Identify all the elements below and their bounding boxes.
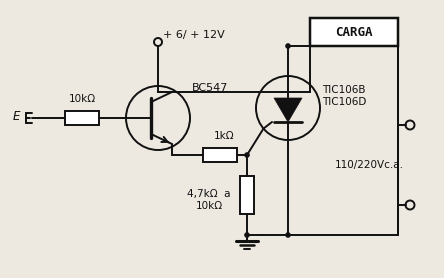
Circle shape bbox=[244, 152, 250, 158]
Text: 10kΩ: 10kΩ bbox=[68, 94, 95, 104]
Text: TIC106B
TIC106D: TIC106B TIC106D bbox=[322, 85, 366, 107]
Circle shape bbox=[285, 232, 291, 238]
Text: CARGA: CARGA bbox=[335, 26, 373, 38]
Text: 110/220Vc.a.: 110/220Vc.a. bbox=[335, 160, 404, 170]
Bar bbox=[310, 18, 398, 46]
Circle shape bbox=[285, 43, 291, 49]
Circle shape bbox=[405, 200, 415, 210]
Text: 4,7kΩ  a
10kΩ: 4,7kΩ a 10kΩ bbox=[187, 189, 231, 211]
Bar bbox=[240, 176, 254, 214]
Text: E: E bbox=[12, 110, 20, 123]
Text: BC547: BC547 bbox=[192, 83, 228, 93]
Bar bbox=[203, 148, 237, 162]
Text: + 6/ + 12V: + 6/ + 12V bbox=[163, 30, 225, 40]
Text: 1kΩ: 1kΩ bbox=[214, 131, 234, 141]
Circle shape bbox=[154, 38, 162, 46]
Polygon shape bbox=[274, 98, 302, 122]
Bar bbox=[65, 111, 99, 125]
Circle shape bbox=[244, 232, 250, 238]
Circle shape bbox=[405, 120, 415, 130]
